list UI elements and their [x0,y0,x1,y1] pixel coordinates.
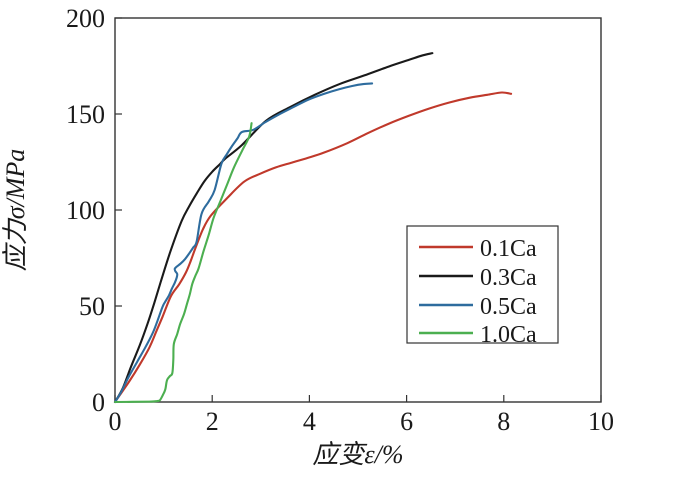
svg-text:0.1Ca: 0.1Ca [480,236,537,262]
svg-text:应变ε/%: 应变ε/% [312,440,403,469]
svg-text:10: 10 [588,407,614,436]
svg-text:150: 150 [66,100,105,129]
svg-text:100: 100 [66,196,105,225]
svg-text:0: 0 [92,388,105,417]
svg-text:8: 8 [497,407,510,436]
svg-text:1.0Ca: 1.0Ca [480,322,537,348]
svg-text:4: 4 [303,407,316,436]
svg-text:0.3Ca: 0.3Ca [480,265,537,291]
svg-text:0.5Ca: 0.5Ca [480,294,537,320]
svg-text:50: 50 [79,292,105,321]
svg-text:6: 6 [400,407,413,436]
svg-text:2: 2 [206,407,219,436]
svg-text:应力σ/MPa: 应力σ/MPa [1,149,30,272]
svg-text:200: 200 [66,4,105,33]
svg-text:0: 0 [109,407,122,436]
